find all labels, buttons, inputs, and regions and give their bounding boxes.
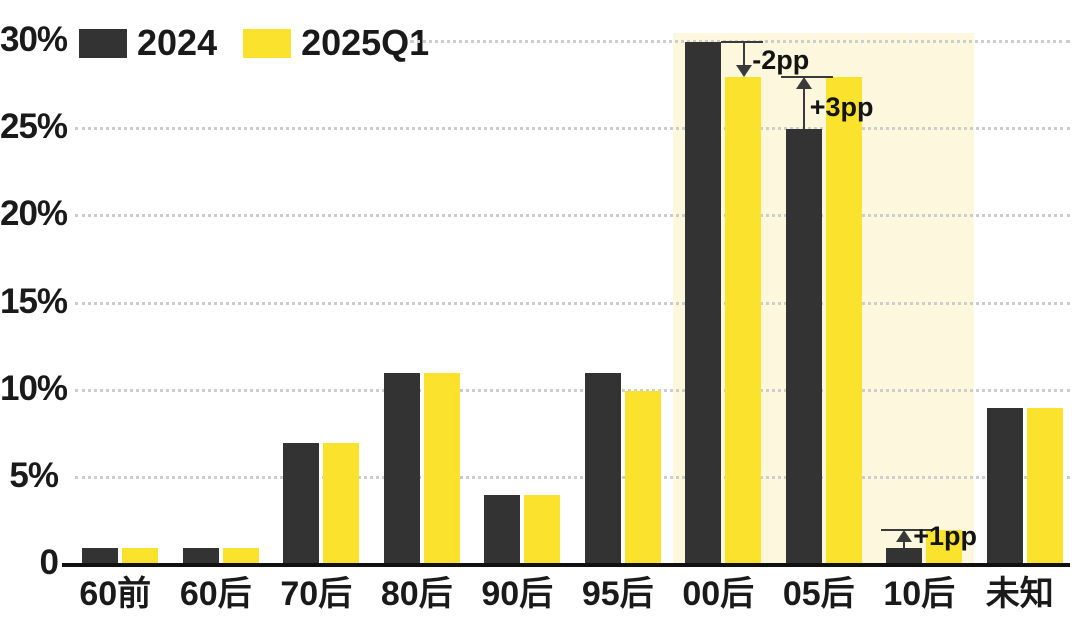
bar-2024-05后 (785, 129, 822, 565)
x-axis-label-未知: 未知 (985, 575, 1054, 613)
annotation-arrowhead-down-icon (736, 64, 753, 77)
y-axis-label-5: 5% (9, 455, 59, 495)
x-axis-label-10后: 10后 (883, 575, 956, 613)
gridline-15pct (75, 301, 1070, 305)
legend-swatch-2024 (79, 28, 127, 58)
bar-2025Q1-90后 (524, 495, 561, 565)
annotation-label--2pp: -2pp (752, 45, 810, 75)
annotation-label-+3pp: +3pp (809, 91, 874, 122)
annotation-arrow-+3pp (802, 87, 805, 130)
bar-2025Q1-95后 (624, 390, 661, 565)
bar-2025Q1-60后 (222, 547, 259, 565)
legend-label-2024: 2024 (137, 22, 218, 63)
y-axis-label-15: 15% (0, 281, 68, 321)
bar-2025Q1-未知 (1026, 408, 1063, 565)
bar-2024-70后 (283, 442, 320, 565)
bar-2025Q1-05后 (825, 76, 862, 565)
annotation-label-+1pp: +1pp (913, 521, 978, 552)
bar-2024-80后 (383, 373, 420, 565)
legend-swatch-2025q1 (243, 28, 292, 58)
y-axis-label-0: 0 (39, 543, 59, 582)
annotation-line--2pp (721, 41, 764, 43)
gridline-25pct (75, 127, 1070, 131)
x-axis-label-05后: 05后 (782, 575, 855, 613)
annotation-arrowhead-up-icon (896, 530, 913, 543)
bar-2025Q1-60前 (122, 547, 159, 565)
x-axis-line (62, 563, 1070, 567)
y-axis-label-10: 10% (0, 368, 68, 408)
bar-2025Q1-00后 (725, 76, 762, 565)
bar-2024-60前 (82, 547, 119, 565)
bar-2025Q1-80后 (423, 373, 460, 565)
bar-2024-00后 (685, 42, 722, 565)
x-axis-label-95后: 95后 (581, 575, 654, 613)
bar-2024-10后 (886, 547, 923, 565)
gridline-10pct (75, 388, 1070, 392)
legend-label-2025q1: 2025Q1 (301, 22, 430, 63)
x-axis-label-80后: 80后 (380, 575, 453, 613)
gridline-20pct (75, 214, 1070, 218)
legend: 2024 2025Q1 (79, 25, 429, 61)
gridline-5pct (75, 475, 1070, 479)
x-axis-label-70后: 70后 (280, 575, 353, 613)
bar-2024-60后 (182, 547, 219, 565)
x-axis-label-00后: 00后 (682, 575, 755, 613)
annotation-arrow--2pp (743, 42, 746, 66)
annotation-arrowhead-up-icon (795, 76, 812, 89)
x-axis-label-60前: 60前 (79, 575, 152, 613)
y-axis-label-25: 25% (0, 107, 68, 147)
bar-2024-95后 (584, 373, 621, 565)
x-axis-label-60后: 60后 (179, 575, 252, 613)
annotation-arrow-+1pp (903, 541, 906, 548)
x-axis-label-90后: 90后 (481, 575, 554, 613)
bar-2025Q1-70后 (323, 442, 360, 565)
y-axis-label-30: 30% (0, 20, 68, 59)
bar-2024-90后 (484, 495, 521, 565)
plot-area: -2pp +3pp +1pp (65, 0, 1070, 565)
bar-2025Q1-10后 (926, 530, 963, 565)
y-axis-label-20: 20% (0, 194, 68, 234)
bar-2024-未知 (986, 408, 1023, 565)
